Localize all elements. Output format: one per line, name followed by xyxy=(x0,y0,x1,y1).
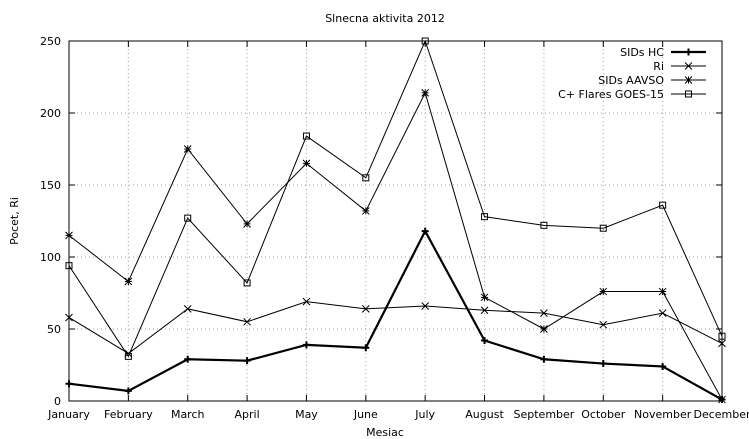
point-marker xyxy=(658,287,667,296)
point-marker xyxy=(540,355,548,363)
point-marker xyxy=(243,279,251,287)
point-marker xyxy=(362,344,370,352)
series-ri xyxy=(65,297,726,358)
point-marker xyxy=(65,231,73,240)
point-marker xyxy=(684,76,693,84)
point-marker xyxy=(480,306,489,315)
point-marker xyxy=(302,132,310,140)
point-marker xyxy=(243,220,251,228)
point-marker xyxy=(599,320,608,329)
legend-label: SIDs AAVSO xyxy=(598,74,664,87)
x-tick-label: October xyxy=(581,408,625,421)
point-marker xyxy=(243,317,251,326)
point-marker xyxy=(599,287,608,296)
point-marker xyxy=(480,293,489,302)
point-marker xyxy=(421,37,429,45)
x-tick-label: June xyxy=(353,408,378,421)
point-marker xyxy=(302,297,311,306)
y-tick-label: 0 xyxy=(54,395,61,408)
point-marker xyxy=(362,174,370,182)
series-line xyxy=(68,228,723,401)
point-marker xyxy=(302,159,311,168)
point-marker xyxy=(124,387,132,395)
point-marker xyxy=(243,357,251,365)
x-tick-label: July xyxy=(414,408,435,421)
point-marker xyxy=(361,304,370,313)
series-line xyxy=(68,91,723,400)
point-marker xyxy=(659,201,667,209)
x-tick-label: April xyxy=(235,408,260,421)
point-marker xyxy=(718,339,726,348)
series-lines xyxy=(65,37,726,404)
legend-label: C+ Flares GOES-15 xyxy=(558,88,664,101)
point-marker xyxy=(718,332,726,340)
point-marker xyxy=(599,360,607,368)
x-tick-label: September xyxy=(514,408,575,421)
point-marker xyxy=(302,341,310,349)
x-tick-label: May xyxy=(295,408,318,421)
x-tick-label: February xyxy=(104,408,153,421)
plot-frame xyxy=(68,40,723,402)
axes: 0 50 100 150 200 250 January February March April… xyxy=(40,35,749,421)
point-marker xyxy=(421,227,429,235)
point-marker xyxy=(361,207,370,215)
point-marker xyxy=(124,277,133,286)
legend-entry: C+ Flares GOES-15 xyxy=(558,88,706,101)
point-marker xyxy=(65,262,73,270)
x-tick-label: December xyxy=(693,408,749,421)
point-marker xyxy=(184,355,192,363)
point-marker xyxy=(540,309,548,318)
y-tick-label: 100 xyxy=(40,251,61,264)
y-axis-label: Pocet, Ri xyxy=(8,197,21,245)
x-tick-label: November xyxy=(634,408,692,421)
point-marker xyxy=(685,90,692,98)
legend-entry: SIDs HC xyxy=(620,46,706,59)
legend-label: Ri xyxy=(653,60,664,73)
x-axis-label: Mesiac xyxy=(366,426,404,439)
x-tick-label: August xyxy=(465,408,504,421)
point-marker xyxy=(183,304,192,313)
point-marker xyxy=(481,213,489,221)
series-sids-aavso xyxy=(65,88,726,404)
point-marker xyxy=(540,221,548,229)
point-marker xyxy=(659,362,667,370)
point-marker xyxy=(684,62,693,70)
series-line xyxy=(68,39,723,358)
legend-entry: Ri xyxy=(653,60,706,73)
y-tick-label: 150 xyxy=(40,179,61,192)
series-line xyxy=(68,301,723,355)
point-marker xyxy=(481,337,489,345)
point-marker xyxy=(685,48,692,56)
point-marker xyxy=(124,352,132,360)
series-sids-hc xyxy=(65,227,726,404)
y-tick-label: 50 xyxy=(47,323,61,336)
legend-entry: SIDs AAVSO xyxy=(598,74,706,87)
point-marker xyxy=(183,145,192,153)
grid-lines xyxy=(69,41,722,401)
point-marker xyxy=(658,309,667,318)
point-marker xyxy=(599,224,607,232)
x-tick-label: January xyxy=(47,408,90,421)
legend-label: SIDs HC xyxy=(620,46,664,59)
point-marker xyxy=(718,395,726,404)
x-tick-label: March xyxy=(171,408,205,421)
series-c-flares-goes-15 xyxy=(65,37,726,360)
point-marker xyxy=(65,313,73,322)
point-marker xyxy=(540,325,548,333)
point-marker xyxy=(184,214,192,222)
y-tick-label: 250 xyxy=(40,35,61,48)
y-tick-label: 200 xyxy=(40,107,61,120)
point-marker xyxy=(65,380,73,388)
chart-title: Slnecna aktivita 2012 xyxy=(325,12,445,25)
point-marker xyxy=(421,302,430,310)
point-marker xyxy=(421,88,430,97)
